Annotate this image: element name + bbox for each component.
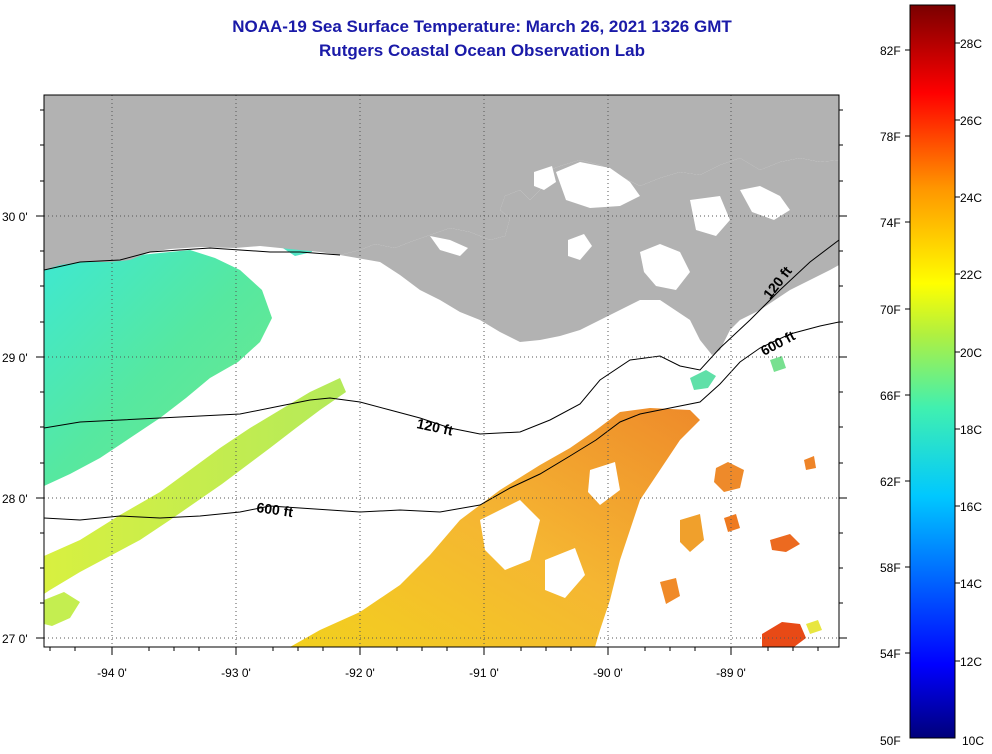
lat-label: 28 0' [2,492,28,506]
contour-600ft [44,321,839,521]
sst-warm-speckle [724,514,740,532]
lon-label: -89 0' [716,666,746,680]
land-mass [44,95,839,270]
cloud-patch [588,462,620,505]
sst-cool-region [44,250,272,486]
lon-label: -92 0' [345,666,375,680]
colorbar-c-label: 16C [960,500,982,514]
axis-ticks [36,109,847,655]
sst-cool-speckle [770,356,786,372]
lake-pontchartrain [556,162,640,208]
colorbar-f-label: 82F [880,44,901,58]
colorbar-c-label: 22C [960,268,982,282]
colorbar-f-label: 78F [880,130,901,144]
cloud-patch [480,500,540,570]
sst-mid-streak [44,592,80,626]
sst-warm-speckle [770,534,800,552]
sst-cool-speckle [690,370,716,390]
lon-label: -90 0' [593,666,623,680]
contour-label-600ft: 600 ft [256,499,295,520]
map-subtitle: Rutgers Coastal Ocean Observation Lab [319,41,645,60]
lake [534,166,556,190]
sst-hot-patch [762,622,806,647]
contour-label-120ft: 120 ft [415,415,454,438]
marsh [690,196,730,236]
lake [430,236,468,256]
plot-frame [43,94,840,648]
colorbar-f-label: 50F [880,734,901,748]
lat-label: 30 0' [2,210,28,224]
bay [740,186,790,220]
colorbar-c-label: 24C [960,191,982,205]
temperature-colorbar [909,4,956,739]
lat-label: 29 0' [2,351,28,365]
colorbar-f-label: 70F [880,303,901,317]
lat-label: 27 0' [2,632,28,646]
colorbar-c-label: 12C [960,655,982,669]
lake [568,234,592,260]
sst-warm-speckle [660,578,680,604]
sst-warm-speckle [804,456,816,470]
marsh [640,244,690,290]
colorbar-c-label: 14C [960,577,982,591]
colorbar-f-label: 66F [880,389,901,403]
contour-120ft [44,239,839,435]
colorbar-c-label: 10C [962,734,984,748]
map-title: NOAA-19 Sea Surface Temperature: March 2… [232,17,732,36]
colorbar-c-label: 26C [960,114,982,128]
colorbar-f-label: 54F [880,647,901,661]
colorbar-c-label: 28C [960,37,982,51]
contour-coast [44,247,341,271]
colorbar-ticks [905,42,960,662]
cloud-patch [545,548,585,598]
lon-label: -94 0' [97,666,127,680]
lon-label: -93 0' [221,666,251,680]
graticule [44,95,839,647]
colorbar-c-label: 20C [960,346,982,360]
lon-label: -91 0' [469,666,499,680]
sst-warm-speckle [714,462,744,492]
colorbar-f-label: 74F [880,216,901,230]
sst-warm-speckle [806,620,822,634]
sst-warm-speckle [680,514,704,552]
sst-mid-region [44,378,346,594]
colorbar-c-label: 18C [960,423,982,437]
colorbar-f-label: 58F [880,561,901,575]
colorbar-f-label: 62F [880,475,901,489]
